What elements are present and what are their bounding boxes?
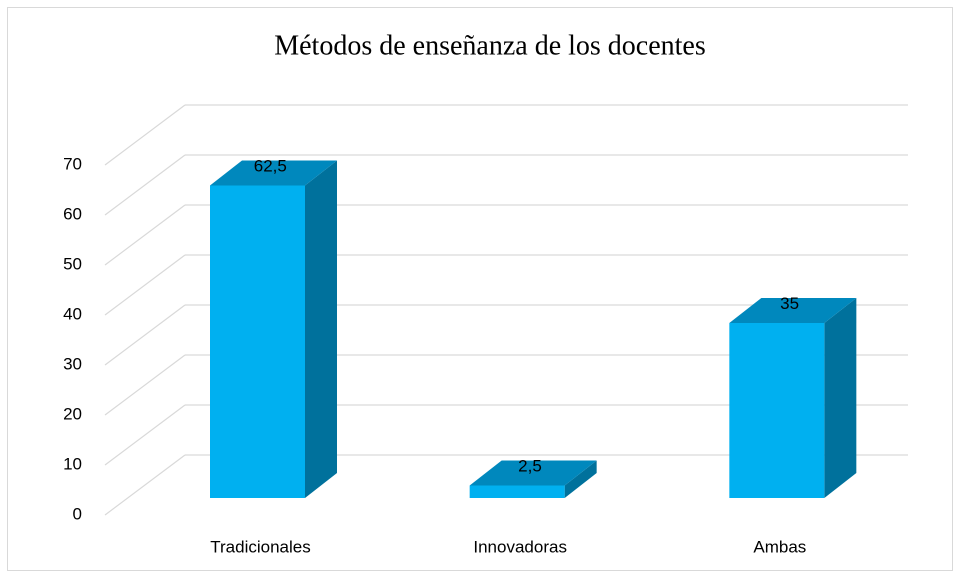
grid-line xyxy=(104,304,186,366)
x-tick-label: Tradicionales xyxy=(210,537,310,556)
grid-line xyxy=(104,204,186,266)
bar xyxy=(210,185,305,498)
y-tick-label: 40 xyxy=(63,304,82,323)
grid-line xyxy=(104,454,186,516)
y-tick-label: 10 xyxy=(63,454,82,473)
x-tick-label: Ambas xyxy=(753,537,806,556)
data-label: 35 xyxy=(780,294,799,313)
bar-side xyxy=(305,160,337,498)
bar-side xyxy=(564,460,597,498)
grid-line xyxy=(104,404,186,466)
x-tick-label: Innovadoras xyxy=(473,537,567,556)
bar-top xyxy=(729,298,857,323)
grid-line xyxy=(104,354,186,416)
y-tick-label: 70 xyxy=(63,154,82,173)
y-tick-label: 60 xyxy=(63,204,82,223)
data-label: 2,5 xyxy=(518,456,542,475)
grid-line xyxy=(104,254,186,316)
grid-line xyxy=(104,104,186,166)
y-tick-label: 30 xyxy=(63,354,82,373)
bar xyxy=(729,323,825,498)
y-tick-label: 20 xyxy=(63,404,82,423)
y-tick-label: 50 xyxy=(63,254,82,273)
bar xyxy=(469,485,565,498)
bar-top xyxy=(469,460,597,486)
data-label: 62,5 xyxy=(254,156,287,175)
grid-line xyxy=(104,154,186,216)
bar-side xyxy=(824,298,857,498)
chart-title: Métodos de enseñanza de los docentes xyxy=(274,30,706,61)
y-tick-label: 0 xyxy=(73,504,82,523)
bar-top xyxy=(210,160,337,186)
